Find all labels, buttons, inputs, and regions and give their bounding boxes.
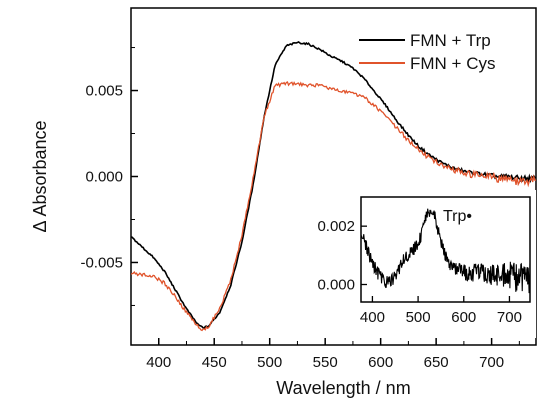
legend-label-fmn-cys: FMN + Cys <box>410 54 495 73</box>
x-tick-label: 600 <box>368 354 393 371</box>
inset-series-line-trp-radical <box>361 208 530 294</box>
inset-x-tick-label: 400 <box>360 309 385 326</box>
x-tick-label: 400 <box>146 354 171 371</box>
inset-title: Trp• <box>443 208 472 225</box>
x-tick-label: 500 <box>257 354 282 371</box>
y-tick-label: 0.005 <box>85 83 123 100</box>
legend: FMN + Trp FMN + Cys <box>359 31 495 73</box>
series-line-fmn-cys <box>131 81 536 332</box>
inset-plot-frame <box>360 196 531 303</box>
y-tick-label: -0.005 <box>80 254 123 271</box>
x-tick-label: 650 <box>424 354 449 371</box>
main-plot: 400 450 500 550 600 650 700 -0.005 0.000 0.005 Wav… <box>30 7 537 398</box>
x-axis-title: Wavelength / nm <box>276 378 410 398</box>
inset-x-tick-label: 500 <box>406 309 431 326</box>
inset-x-tick-label: 600 <box>451 309 476 326</box>
x-tick-label: 700 <box>479 354 504 371</box>
legend-label-fmn-trp: FMN + Trp <box>410 31 491 50</box>
y-axis-title: Δ Absorbance <box>30 120 50 232</box>
inset-y-tick-label: 0.002 <box>317 218 355 235</box>
inset-plot: 400 500 600 700 0.000 0.002 Trp• <box>308 190 536 338</box>
x-tick-label: 550 <box>313 354 338 371</box>
inset-x-tick-label: 700 <box>497 309 522 326</box>
y-tick-label: 0.000 <box>85 169 123 186</box>
inset-y-tick-label: 0.000 <box>317 277 355 294</box>
x-tick-label: 450 <box>202 354 227 371</box>
